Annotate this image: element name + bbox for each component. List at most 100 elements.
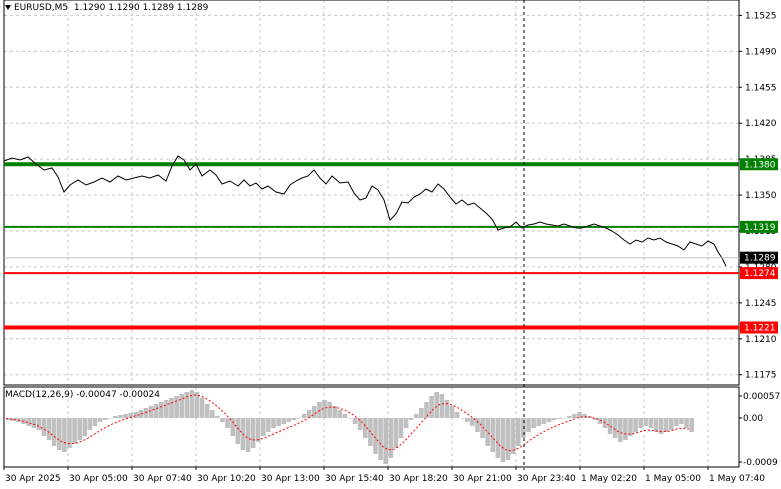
grid-lines <box>4 0 739 467</box>
macd-histogram-bar <box>215 416 220 418</box>
macd-histogram-bar <box>138 410 144 418</box>
price-scale[interactable]: 1.15251.14901.14551.14201.13851.13501.13… <box>739 11 778 381</box>
macd-histogram-bar <box>470 418 475 426</box>
macd-histogram-bar <box>459 418 465 419</box>
macd-scale[interactable]: 0.00057 0.00 -0.0009 <box>739 392 780 468</box>
macd-histogram-bar <box>521 418 526 438</box>
macd-histogram-bar <box>77 418 82 440</box>
macd-histogram-bar <box>352 418 358 424</box>
macd-histogram-bar <box>210 410 215 418</box>
macd-series <box>5 390 694 464</box>
chart-header: EURUSD,M5 1.1290 1.1290 1.1289 1.1289 <box>5 3 208 13</box>
macd-histogram-bar <box>261 418 266 436</box>
price-tick-label: 1.1350 <box>745 191 777 201</box>
macd-histogram-bar <box>342 414 348 418</box>
macd-histogram-bar <box>164 400 169 418</box>
macd-histogram-bar <box>31 418 37 428</box>
macd-histogram-bar <box>454 412 460 418</box>
macd-histogram-bar <box>72 418 77 444</box>
time-tick-label: 1 May 02:20 <box>581 474 637 484</box>
macd-histogram-bar <box>97 418 103 422</box>
macd-histogram-bar <box>225 418 230 428</box>
macd-histogram-bar <box>184 392 190 418</box>
macd-histogram-bar <box>572 414 577 418</box>
ohlc-values: 1.1290 1.1290 1.1289 1.1289 <box>73 3 209 13</box>
macd-histogram-bar <box>663 418 669 432</box>
macd-histogram-bar <box>684 418 689 428</box>
current-price-tag-label: 1.1289 <box>744 254 776 264</box>
macd-histogram-bar <box>383 418 388 464</box>
price-tick-label: 1.1175 <box>745 371 777 381</box>
macd-histogram-bar <box>46 418 52 440</box>
horizontal-levels[interactable] <box>4 162 739 330</box>
macd-histogram-bar <box>36 418 42 430</box>
macd-histogram-bar <box>674 418 679 426</box>
macd-histogram-bar <box>373 418 378 454</box>
macd-histogram-bar <box>669 418 674 430</box>
macd-histogram-bar <box>414 414 419 418</box>
time-tick-label: 1 May 05:00 <box>645 474 701 484</box>
macd-histogram-bar <box>67 418 72 448</box>
macd-histogram-bar <box>87 418 93 430</box>
time-tick-label: 30 Apr 07:40 <box>133 474 192 484</box>
macd-histogram-bar <box>408 418 414 420</box>
macd-histogram-bar <box>363 418 368 438</box>
time-tick-label: 30 Apr 23:40 <box>517 474 576 484</box>
macd-histogram-bar <box>393 418 399 448</box>
macd-histogram-bar <box>281 418 286 424</box>
macd-histogram-bar <box>505 418 511 460</box>
macd-histogram-bar <box>332 406 337 418</box>
macd-histogram-bar <box>159 402 164 418</box>
macd-histogram-bar <box>561 418 567 419</box>
macd-histogram-bar <box>485 418 490 446</box>
macd-histogram-bar <box>128 413 133 418</box>
level-price-tag-label: 1.1380 <box>744 160 776 170</box>
macd-histogram-bar <box>11 418 16 421</box>
macd-histogram-bar <box>490 418 496 452</box>
macd-histogram-bar <box>643 418 649 426</box>
dropdown-triangle-icon[interactable] <box>5 5 11 10</box>
price-tick-label: 1.1420 <box>745 119 777 129</box>
time-scale[interactable]: 30 Apr 2025 30 Apr 05:00 30 Apr 07:40 30 Ap… <box>3 467 765 484</box>
macd-histogram-bar <box>276 418 281 426</box>
macd-histogram-bar <box>439 394 445 418</box>
macd-histogram-bar <box>92 418 98 426</box>
macd-histogram-bar <box>597 418 603 424</box>
symbol-label: EURUSD,M5 <box>14 3 69 13</box>
macd-histogram-bar <box>551 418 557 420</box>
price-series <box>3 155 739 267</box>
macd-histogram-bar <box>143 408 149 418</box>
macd-tick-label: -0.0009 <box>743 458 778 468</box>
macd-histogram-bar <box>271 418 276 428</box>
macd-histogram-bar <box>286 418 292 422</box>
macd-histogram-bar <box>398 418 404 438</box>
level-price-tag <box>740 267 778 280</box>
price-tick-label: 1.1525 <box>745 11 777 21</box>
macd-pane-frame <box>3 386 740 468</box>
macd-histogram-bar <box>633 418 638 432</box>
macd-histogram-bar <box>378 418 383 460</box>
macd-histogram-bar <box>429 396 434 418</box>
macd-histogram-bar <box>658 418 664 434</box>
main-pane-frame <box>3 0 740 386</box>
price-line <box>3 155 727 267</box>
macd-histogram-bar <box>179 394 184 418</box>
macd-histogram-bar <box>194 392 200 418</box>
macd-histogram-bar <box>536 418 541 426</box>
macd-histogram-bar <box>475 418 480 432</box>
macd-histogram-bar <box>118 415 123 418</box>
macd-histogram-bar <box>62 418 67 452</box>
macd-histogram-bar <box>133 412 139 418</box>
current-price-tag <box>740 251 778 264</box>
macd-histogram-bar <box>648 418 654 428</box>
macd-histogram-bar <box>424 402 429 418</box>
macd-histogram-bar <box>189 390 195 418</box>
level-price-tag <box>740 321 778 334</box>
macd-histogram-bar <box>51 418 57 446</box>
time-tick-label: 1 May 07:40 <box>709 474 765 484</box>
macd-histogram-bar <box>653 418 659 432</box>
macd-histogram-bar <box>199 398 205 418</box>
macd-histogram-bar <box>628 418 633 436</box>
macd-histogram-bar <box>220 418 225 422</box>
